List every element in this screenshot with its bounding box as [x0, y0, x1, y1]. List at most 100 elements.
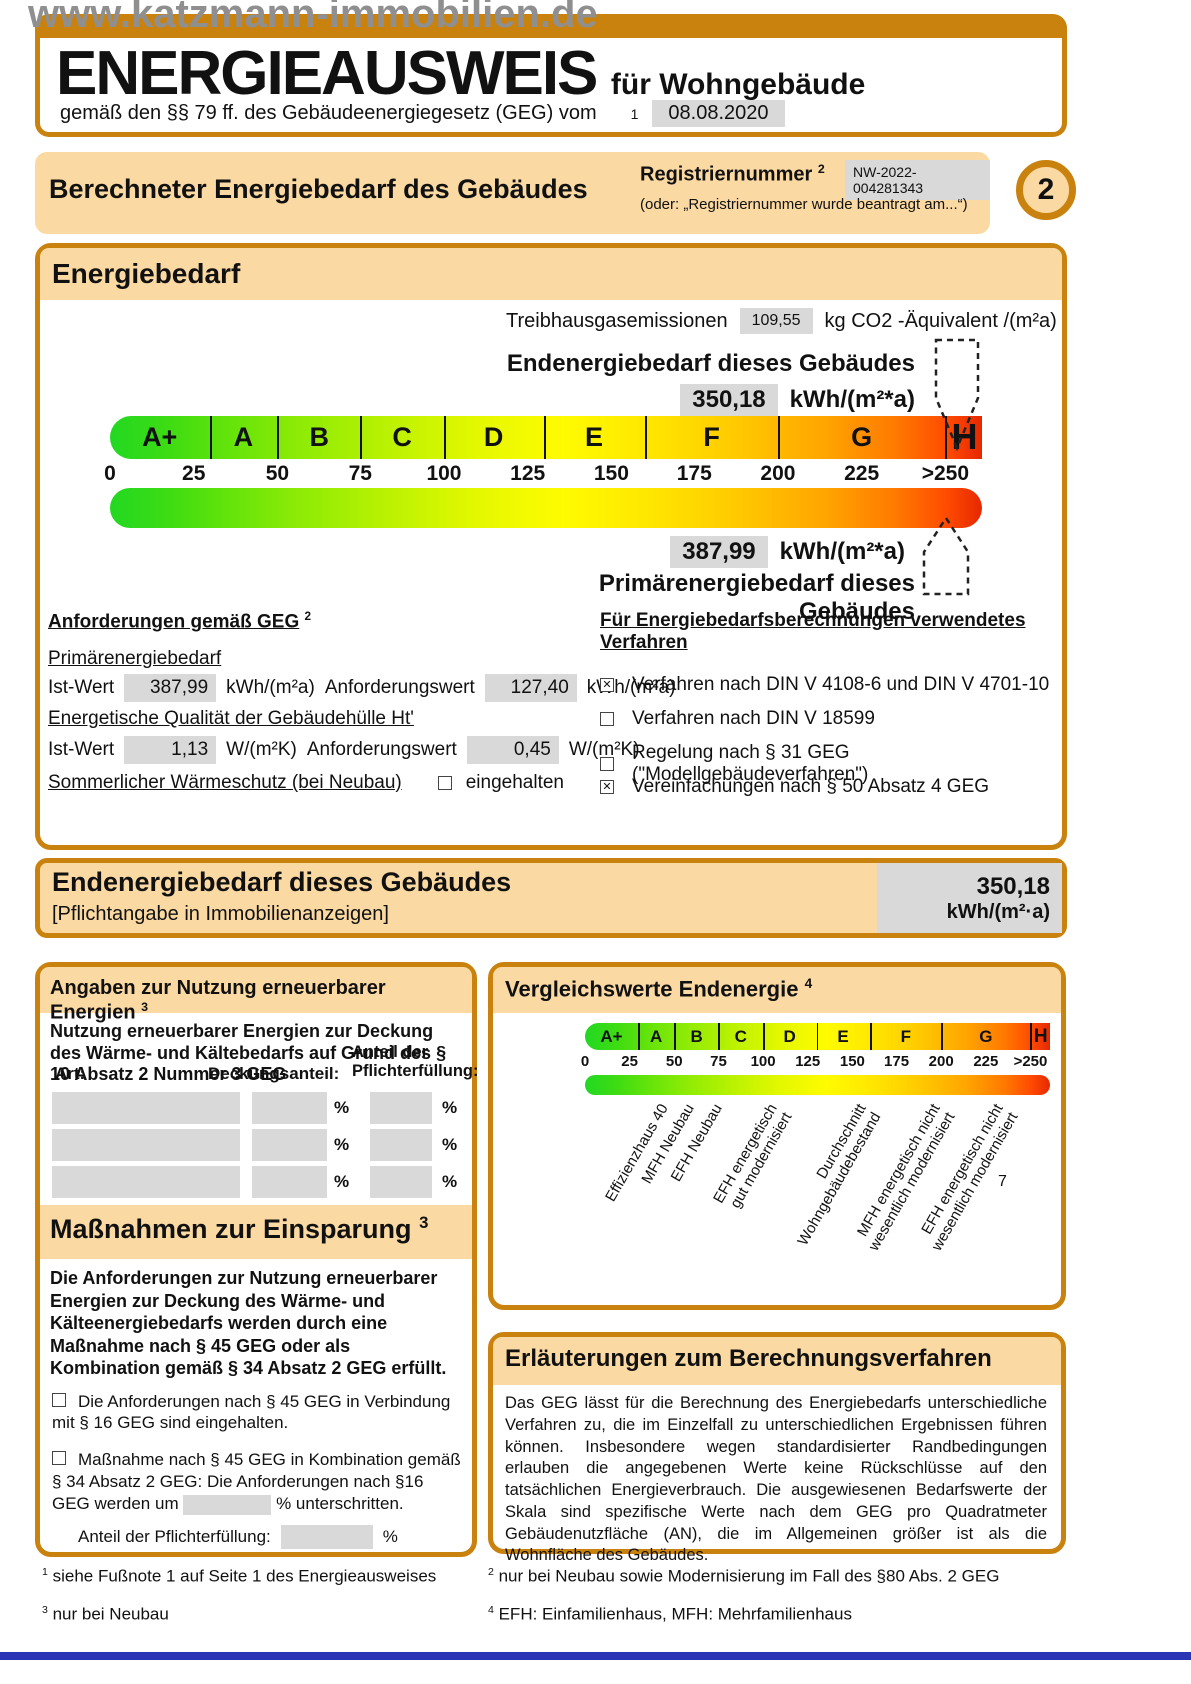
anteil-field-3[interactable]	[370, 1166, 432, 1198]
method-checkbox-modellgebaeude[interactable]	[600, 757, 614, 771]
percent-sign: %	[334, 1098, 350, 1117]
scale-tick: 50	[265, 462, 290, 485]
section-title: Berechneter Energiebedarf des Gebäudes	[49, 174, 588, 204]
date-field: 08.08.2020	[652, 100, 785, 127]
comparison-title: Vergleichswerte Endenergie	[505, 976, 799, 1002]
footnote-2-text: nur bei Neubau sowie Modernisierung im F…	[498, 1566, 1000, 1586]
unterschreitung-field[interactable]	[183, 1494, 272, 1515]
scale-tick: 0	[104, 462, 116, 485]
method-checkbox-din4108[interactable]: ✕	[600, 678, 614, 692]
art-field-3[interactable]	[52, 1166, 240, 1198]
explanation-box: Erläuterungen zum Berechnungsverfahren D…	[488, 1332, 1066, 1564]
explanation-body: Das GEG lässt für die Berechnung des Ene…	[505, 1394, 1047, 1565]
page-number: 2	[1037, 173, 1055, 206]
summer-heat-label: Sommerlicher Wärmeschutz (bei Neubau)	[48, 772, 402, 793]
column-header-deckung: Deckungsanteil:	[208, 1064, 340, 1083]
energy-scale: A+ A B C D E F G H	[110, 416, 982, 459]
column-header-anteil: Anteil der Pflichterfüllung:	[352, 1043, 479, 1080]
footnote-4: 4 EFH: Einfamilienhaus, MFH: Mehrfamilie…	[488, 1604, 852, 1625]
summer-heat-checkbox[interactable]	[437, 776, 452, 790]
header-box: ENERGIEAUSWEIS für Wohngebäude gemäß den…	[35, 14, 1067, 137]
art-field-2[interactable]	[52, 1129, 240, 1161]
watermark: www.katzmann-immobilien.de	[28, 0, 598, 36]
art-field-1[interactable]	[52, 1092, 240, 1124]
scale-letter-e: E	[584, 422, 603, 452]
scale-letter-d: D	[483, 422, 504, 452]
footnote-ref-3: 3	[141, 1000, 149, 1014]
scale-tick: 125	[510, 462, 546, 485]
comparison-box: Vergleichswerte Endenergie 4 A+ A B C D …	[488, 962, 1066, 1310]
percent-sign: %	[442, 1135, 458, 1154]
explanation-title: Erläuterungen zum Berechnungsverfahren	[505, 1345, 992, 1372]
footnote-2: 2 nur bei Neubau sowie Modernisierung im…	[488, 1566, 999, 1587]
scale-divider	[644, 416, 647, 459]
banner-subtitle: [Pflichtangabe in Immobilienanzeigen]	[52, 903, 389, 925]
footnote-4-text: EFH: Einfamilienhaus, MFH: Mehrfamilienh…	[498, 1604, 852, 1624]
scale-letter: B	[690, 1027, 703, 1046]
scale-tick: 25	[621, 1053, 638, 1070]
comparison-scale-ticks: 0 25 50 75 100 125 150 175 200 225 >250	[581, 1053, 1050, 1071]
deckung-field-1[interactable]	[252, 1092, 327, 1124]
column-header-art: Art:	[55, 1064, 86, 1083]
footnote-ref-3b: 3	[419, 1213, 429, 1232]
scale-letter-a: A	[233, 422, 254, 452]
anteil-field-1[interactable]	[370, 1092, 432, 1124]
end-energy-banner: Endenergiebedarf dieses Gebäudes [Pflich…	[35, 858, 1067, 938]
footer-rule	[0, 1652, 1191, 1660]
scale-tick: >250	[921, 462, 970, 485]
banner-title: Endenergiebedarf dieses Gebäudes	[52, 867, 512, 897]
footnote-4-sup: 4	[488, 1604, 494, 1616]
envelope-anf-unit: W/(m²K)	[568, 739, 640, 760]
measures-checkbox-2[interactable]	[52, 1451, 66, 1465]
scale-letter-f: F	[703, 422, 720, 452]
scale-tick: 75	[348, 462, 372, 485]
end-energy-arrow-icon	[928, 336, 986, 459]
anteil-field-2[interactable]	[370, 1129, 432, 1161]
scale-divider	[945, 416, 948, 459]
scale-divider	[941, 1023, 943, 1050]
scale-tick: 175	[676, 462, 712, 485]
primary-anf-field: 127,40	[484, 674, 577, 702]
envelope-quality-subheading: Energetische Qualität der Gebäudehülle H…	[48, 708, 414, 729]
method-checkbox-din18599[interactable]	[600, 712, 614, 726]
renewables-title: Angaben zur Nutzung erneuerbarer Energie…	[50, 977, 386, 1024]
scale-tick: 25	[182, 462, 206, 485]
measures-checkbox-1[interactable]	[52, 1393, 66, 1407]
primary-energy-scale-bar	[110, 488, 982, 528]
scale-letter: G	[979, 1027, 993, 1046]
scale-divider	[777, 416, 780, 459]
page-number-badge: 2	[1016, 160, 1076, 220]
footnote-3-text: nur bei Neubau	[52, 1604, 169, 1624]
scale-divider	[674, 1023, 676, 1050]
summer-check-label: eingehalten	[465, 772, 564, 793]
deckung-field-3[interactable]	[252, 1166, 327, 1198]
scale-tick: 200	[760, 462, 796, 485]
scale-tick: 175	[884, 1053, 910, 1070]
scale-divider	[816, 1023, 819, 1050]
scale-divider	[210, 416, 213, 459]
footnote-1: 1 siehe Fußnote 1 auf Seite 1 des Energi…	[42, 1566, 436, 1587]
ghg-label: Treibhausgasemissionen	[506, 309, 728, 332]
end-energy-value-field: 350,18	[680, 384, 778, 416]
method-label: Verfahren nach DIN V 18599	[632, 708, 875, 729]
anforderungswert-label: Anforderungswert	[324, 677, 475, 698]
scale-letter: C	[734, 1027, 747, 1046]
page-note: 7	[998, 1173, 1007, 1190]
method-checkbox-vereinfachungen[interactable]: ✕	[600, 780, 614, 794]
registration-label: Registriernummer	[640, 163, 813, 186]
scale-divider	[718, 1023, 720, 1050]
footnote-2-sup: 2	[488, 1566, 494, 1578]
banner-unit: kWh/(m²·a)	[946, 900, 1050, 923]
renewables-measures-box: Angaben zur Nutzung erneuerbarer Energie…	[35, 962, 479, 1557]
scale-divider	[277, 416, 280, 459]
ghg-value-field: 109,55	[739, 308, 813, 334]
share-field[interactable]	[280, 1525, 373, 1549]
footnote-3: 3 nur bei Neubau	[42, 1604, 169, 1625]
scale-tick: 100	[426, 462, 462, 485]
deckung-field-2[interactable]	[252, 1129, 327, 1161]
footnote-ref-2b: 2	[304, 610, 312, 623]
primary-energy-label: Primärenergiebedarf dieses Gebäudes	[598, 570, 915, 625]
method-label: Vereinfachungen nach § 50 Absatz 4 GEG	[632, 776, 990, 797]
share-unit: %	[382, 1527, 398, 1546]
scale-divider	[763, 1023, 765, 1050]
